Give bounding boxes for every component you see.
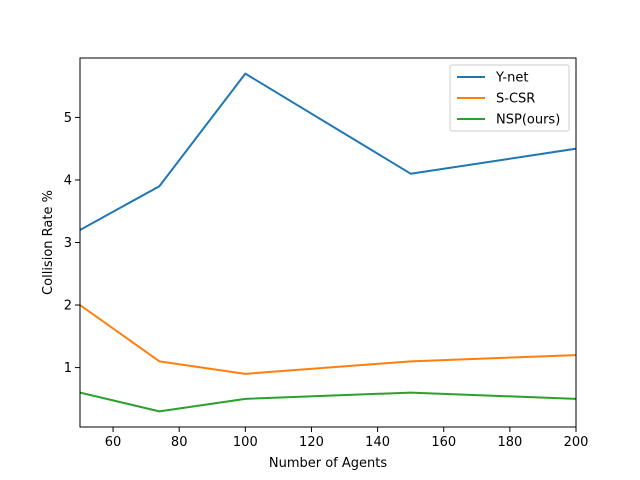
x-tick-label: 80 <box>171 435 188 450</box>
legend-box <box>449 64 570 132</box>
x-tick-label: 200 <box>564 435 589 450</box>
x-tick-label: 100 <box>233 435 258 450</box>
series-layer <box>80 72 576 413</box>
y-tick-label: 3 <box>64 236 72 251</box>
y-tick-label: 5 <box>64 111 72 126</box>
y-tick-label: 1 <box>64 361 72 376</box>
y-axis-ticks: 1 2 3 4 5 <box>64 111 80 376</box>
x-tick-label: 140 <box>365 435 390 450</box>
y-axis-label: Collision Rate % <box>41 190 56 295</box>
x-axis-ticks: 60 80 100 120 140 160 180 200 <box>105 427 589 450</box>
series-line-s-csr <box>80 303 576 375</box>
legend-label-nsp-ours: NSP(ours) <box>496 113 560 128</box>
x-tick-label: 160 <box>431 435 456 450</box>
x-tick-label: 60 <box>105 435 122 450</box>
series-line-y-net <box>80 72 576 232</box>
x-tick-label: 180 <box>497 435 522 450</box>
series-line-nsp-ours <box>80 391 576 413</box>
legend: Y-net S-CSR NSP(ours) <box>449 64 570 132</box>
legend-label-y-net: Y-net <box>495 71 528 86</box>
legend-label-s-csr: S-CSR <box>496 92 535 107</box>
x-tick-label: 120 <box>299 435 324 450</box>
x-axis-label: Number of Agents <box>269 456 387 471</box>
y-tick-label: 2 <box>64 299 72 314</box>
y-tick-label: 4 <box>64 173 72 188</box>
legend-items: Y-net S-CSR NSP(ours) <box>457 71 560 128</box>
